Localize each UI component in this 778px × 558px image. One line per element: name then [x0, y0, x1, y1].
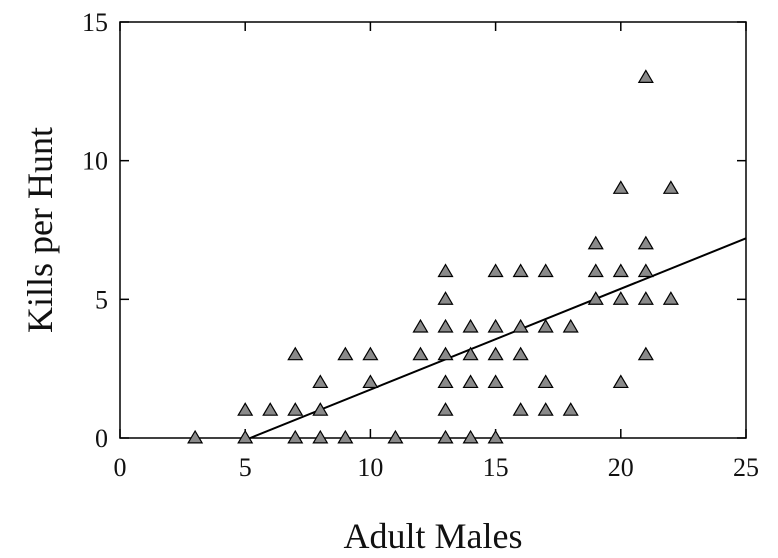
data-point: [187, 429, 204, 444]
x-tick-label: 0: [114, 453, 127, 482]
data-point: [637, 346, 654, 361]
y-tick-label: 15: [82, 8, 108, 37]
data-point: [537, 263, 554, 278]
data-point: [337, 429, 354, 444]
y-axis-title: Kills per Hunt: [20, 127, 60, 333]
data-point: [487, 263, 504, 278]
data-point: [537, 374, 554, 389]
plot-border: [119, 21, 747, 439]
data-point: [587, 263, 604, 278]
axis-ticks: [119, 21, 747, 439]
data-point: [637, 291, 654, 305]
data-point: [437, 429, 454, 444]
data-point: [562, 402, 579, 416]
data-point: [662, 180, 679, 194]
data-point: [412, 346, 429, 361]
data-point: [537, 318, 554, 333]
data-point: [462, 318, 479, 333]
data-point: [612, 263, 629, 278]
data-point: [637, 69, 654, 83]
data-point: [362, 374, 379, 389]
data-point: [487, 346, 504, 361]
data-points: [187, 69, 679, 444]
data-point: [262, 402, 279, 416]
x-axis-title: Adult Males: [344, 516, 523, 556]
data-point: [287, 429, 304, 444]
data-point: [512, 318, 529, 333]
x-tick-label: 15: [483, 453, 509, 482]
data-point: [437, 263, 454, 278]
y-tick-label: 0: [95, 424, 108, 453]
y-tick-label: 5: [95, 285, 108, 314]
data-point: [512, 402, 529, 416]
data-point: [437, 291, 454, 305]
data-point: [437, 346, 454, 361]
data-point: [487, 318, 504, 333]
x-tick-label: 10: [357, 453, 383, 482]
data-point: [312, 374, 329, 389]
regression-line-group: [249, 237, 747, 439]
data-point: [587, 291, 604, 305]
data-point: [237, 429, 254, 444]
data-point: [637, 235, 654, 250]
x-tick-label: 20: [608, 453, 634, 482]
data-point: [537, 402, 554, 416]
data-point: [662, 291, 679, 305]
x-tick-label: 25: [733, 453, 759, 482]
data-point: [287, 402, 304, 416]
data-point: [287, 346, 304, 361]
data-point: [437, 402, 454, 416]
plot-frame: [119, 21, 747, 439]
data-point: [487, 374, 504, 389]
data-point: [462, 374, 479, 389]
regression-line: [249, 237, 747, 439]
data-point: [487, 429, 504, 444]
data-point: [587, 235, 604, 250]
data-point: [462, 429, 479, 444]
data-point: [387, 429, 404, 444]
data-point: [612, 291, 629, 305]
y-tick-label: 10: [82, 147, 108, 176]
x-tick-label: 5: [239, 453, 252, 482]
data-point: [612, 180, 629, 194]
tick-labels: 0 5 10 15 20 25 0 5 10 15: [82, 8, 759, 482]
data-point: [562, 318, 579, 333]
data-point: [512, 263, 529, 278]
data-point: [437, 318, 454, 333]
data-point: [437, 374, 454, 389]
data-point: [237, 402, 254, 416]
data-point: [337, 346, 354, 361]
data-point: [512, 346, 529, 361]
data-point: [362, 346, 379, 361]
data-point: [312, 429, 329, 444]
data-point: [637, 263, 654, 278]
data-point: [612, 374, 629, 389]
data-point: [412, 318, 429, 333]
data-point: [462, 346, 479, 361]
data-point: [312, 402, 329, 416]
